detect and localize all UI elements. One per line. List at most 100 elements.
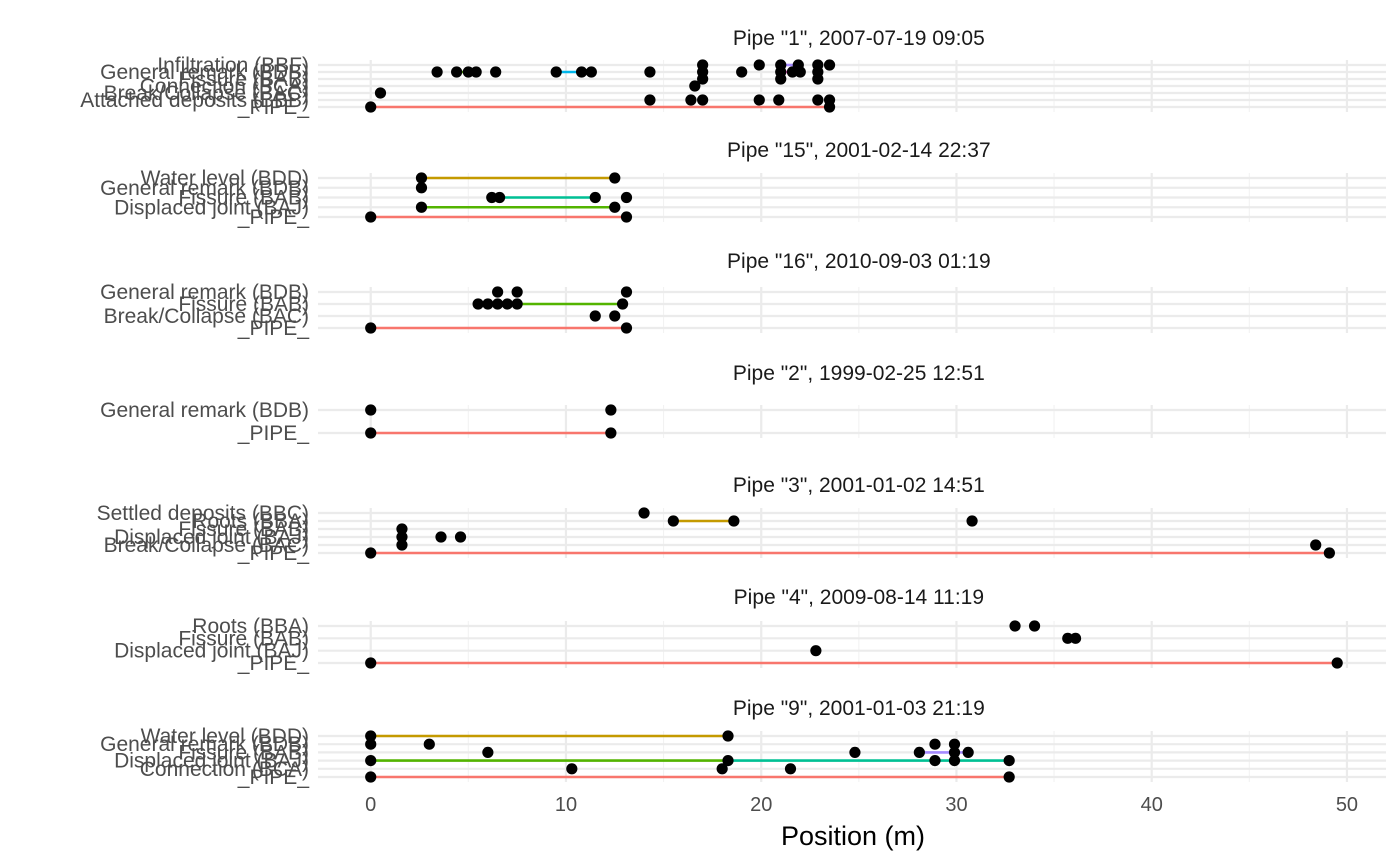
panel-6: Pipe "9", 2001-01-03 21:19 _PIPE_Connecti… <box>100 697 1386 789</box>
data-point <box>948 746 961 759</box>
panel-1: Pipe "15", 2001-02-14 22:37 _PIPE_Displac… <box>100 139 1386 229</box>
data-point <box>1003 771 1015 783</box>
data-point <box>435 531 447 543</box>
data-point <box>620 211 633 223</box>
x-axis-title: Position (m) <box>781 821 925 851</box>
data-point <box>589 191 601 204</box>
data-point <box>812 59 824 71</box>
data-point <box>823 59 836 71</box>
data-point <box>620 322 633 334</box>
data-point <box>415 201 428 213</box>
data-point <box>609 172 621 184</box>
data-point <box>849 746 861 759</box>
data-point <box>775 59 787 71</box>
data-point <box>365 547 377 559</box>
data-point <box>667 515 679 527</box>
row-label: Infiltration (BBF) <box>157 54 309 77</box>
data-point <box>365 771 377 783</box>
row-label: Fissure (BAB) <box>178 741 309 764</box>
data-point <box>482 746 494 759</box>
row-label: Attached deposits (BBB) <box>80 89 309 112</box>
row-label: General remark (BDB) <box>100 281 309 304</box>
data-point <box>511 286 523 298</box>
data-point <box>365 427 377 439</box>
data-point <box>823 94 836 106</box>
data-point <box>697 94 709 106</box>
panel-4: Pipe "3", 2001-01-02 14:51 _PIPE_Break/Co… <box>97 474 1386 565</box>
data-point <box>1062 632 1074 644</box>
data-point <box>415 172 428 184</box>
x-tick-label: 20 <box>750 794 772 816</box>
row-label: Displaced joint (BAJ) <box>114 640 309 663</box>
row-label: Fissure (BAB) <box>178 627 309 650</box>
row-label: Displaced joint (BAJ) <box>114 196 309 219</box>
x-tick-label: 0 <box>365 794 376 816</box>
data-point <box>470 66 482 78</box>
data-point <box>609 310 621 322</box>
row-label: Break/Collapse (BAC) <box>104 82 309 105</box>
data-point <box>365 738 377 750</box>
panel-3: Pipe "2", 1999-02-25 12:51 _PIPE_General … <box>100 362 1386 445</box>
data-point <box>396 523 408 535</box>
panels: Pipe "1", 2007-07-19 09:05_PIPE_Attached… <box>80 27 1386 789</box>
data-point <box>575 66 588 78</box>
panel-title: Pipe "1", 2007-07-19 09:05 <box>733 27 985 50</box>
data-point <box>454 531 467 543</box>
row-label: Roots (BBA) <box>192 510 309 533</box>
data-point <box>689 80 701 92</box>
data-point <box>716 763 728 775</box>
data-point <box>929 738 941 750</box>
data-point <box>490 66 502 78</box>
row-label: _PIPE_ <box>237 206 310 229</box>
data-point <box>948 738 961 750</box>
data-point <box>423 738 435 750</box>
data-point <box>396 539 408 551</box>
data-point <box>396 531 408 543</box>
x-tick-label: 30 <box>945 794 967 816</box>
data-point <box>1009 620 1021 632</box>
data-point <box>374 87 387 99</box>
data-point <box>566 763 578 775</box>
row-label: Roots (BBA) <box>192 615 309 638</box>
data-point <box>644 94 656 106</box>
row-label: Fissure (BAB) <box>178 68 309 91</box>
data-point <box>511 298 523 310</box>
data-point <box>753 59 765 71</box>
data-point <box>589 310 601 322</box>
data-point <box>810 645 822 657</box>
data-point <box>913 746 925 759</box>
data-point <box>493 191 506 204</box>
row-label: General remark (BDB) <box>100 61 309 84</box>
row-label: Fissure (BAB) <box>178 518 309 541</box>
x-tick-label: 50 <box>1336 794 1358 816</box>
row-label: Displaced joint (BAJ) <box>114 526 309 549</box>
panel-title: Pipe "2", 1999-02-25 12:51 <box>733 362 985 385</box>
row-label: _PIPE_ <box>237 766 310 789</box>
x-tick-label: 40 <box>1141 794 1163 816</box>
row-label: _PIPE_ <box>237 542 310 565</box>
data-point <box>929 755 941 767</box>
row-label: _PIPE_ <box>237 96 310 119</box>
row-label: Displaced joint (BAJ) <box>114 750 309 773</box>
row-label: _PIPE_ <box>237 317 310 340</box>
panel-title: Pipe "15", 2001-02-14 22:37 <box>727 139 991 162</box>
data-point <box>1323 547 1335 559</box>
row-label: _PIPE_ <box>237 652 310 675</box>
data-point <box>620 286 633 298</box>
data-point <box>966 515 978 527</box>
panel-title: Pipe "4", 2009-08-14 11:19 <box>734 586 984 609</box>
data-point <box>492 298 504 310</box>
data-point <box>365 211 377 223</box>
data-point <box>492 286 504 298</box>
data-point <box>365 101 377 113</box>
data-point <box>605 427 617 439</box>
data-point <box>685 94 697 106</box>
data-point <box>415 182 428 194</box>
x-axis: 0 10 20 30 40 50 <box>365 794 1358 816</box>
row-label: _PIPE_ <box>237 422 310 445</box>
data-point <box>773 94 785 106</box>
data-point <box>1003 755 1015 767</box>
data-point <box>486 191 498 204</box>
panel-2: Pipe "16", 2010-09-03 01:19 _PIPE_Break/C… <box>100 250 1386 340</box>
